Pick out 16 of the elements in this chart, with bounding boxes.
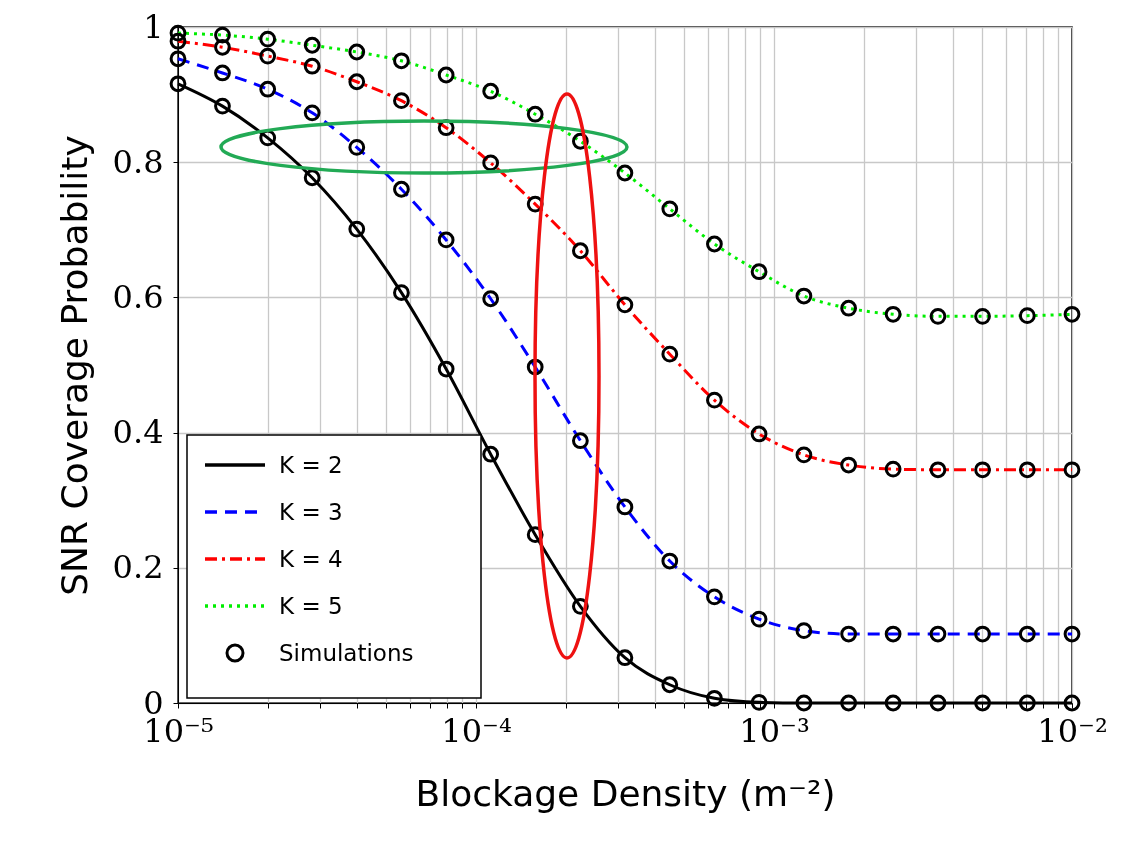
y-axis-title: SNR Coverage Probability bbox=[53, 135, 95, 596]
legend-label: K = 5 bbox=[279, 593, 343, 619]
x-tick-label: 10⁻² bbox=[1037, 711, 1108, 750]
legend-label: K = 3 bbox=[279, 499, 343, 525]
x-tick-label: 10⁻³ bbox=[739, 711, 810, 750]
legend-label: Simulations bbox=[279, 640, 414, 666]
legend-label: K = 2 bbox=[279, 452, 343, 478]
x-axis-title: Blockage Density (m⁻²) bbox=[415, 772, 836, 814]
legend-label: K = 4 bbox=[279, 546, 343, 572]
y-tick-label: 0.2 bbox=[112, 548, 164, 587]
y-tick-label: 0.4 bbox=[112, 413, 164, 452]
y-tick-label: 0.8 bbox=[112, 142, 164, 181]
line-series bbox=[176, 39, 1074, 472]
y-tick-label: 1 bbox=[143, 7, 164, 46]
y-tick-label: 0.6 bbox=[112, 277, 164, 316]
x-tick-label: 10⁻⁴ bbox=[441, 711, 512, 750]
